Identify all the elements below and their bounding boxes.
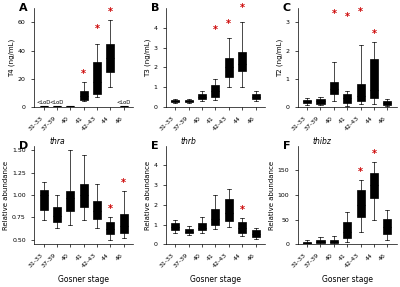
PathPatch shape [303,242,311,244]
PathPatch shape [93,62,101,94]
X-axis label: Gosner stage: Gosner stage [190,275,241,284]
PathPatch shape [93,201,101,219]
PathPatch shape [252,230,260,237]
Text: thra: thra [49,137,65,146]
PathPatch shape [383,219,391,234]
PathPatch shape [212,85,220,97]
Text: E: E [151,141,159,151]
Y-axis label: Relative abundance: Relative abundance [3,160,9,230]
Y-axis label: T3 (ng/mL): T3 (ng/mL) [144,38,151,77]
Text: *: * [226,19,231,29]
PathPatch shape [171,223,179,230]
Text: *: * [121,178,126,188]
Text: C: C [283,3,291,13]
PathPatch shape [330,240,338,243]
Y-axis label: T2 (ng/mL): T2 (ng/mL) [276,38,283,77]
PathPatch shape [225,58,233,77]
PathPatch shape [53,207,61,222]
Text: A: A [19,3,28,13]
PathPatch shape [316,241,324,243]
Text: *: * [108,203,113,214]
PathPatch shape [252,94,260,99]
Text: <LoD: <LoD [50,100,64,105]
PathPatch shape [106,44,114,72]
PathPatch shape [40,190,48,210]
X-axis label: Gosner stage: Gosner stage [322,275,373,284]
PathPatch shape [66,191,74,211]
Text: *: * [213,25,218,35]
Text: *: * [358,167,363,177]
PathPatch shape [120,214,128,233]
PathPatch shape [330,82,338,94]
Text: F: F [283,141,290,151]
Text: *: * [240,3,245,13]
Y-axis label: Relative abundance: Relative abundance [145,160,151,230]
Y-axis label: Relative abundance: Relative abundance [269,160,275,230]
PathPatch shape [370,59,378,98]
Text: *: * [331,9,336,20]
Text: *: * [108,7,113,17]
PathPatch shape [356,84,364,101]
Text: B: B [151,3,160,13]
PathPatch shape [171,100,179,102]
Y-axis label: T4 (ng/mL): T4 (ng/mL) [9,38,15,77]
PathPatch shape [343,94,351,103]
PathPatch shape [80,184,88,207]
Text: thrb: thrb [181,137,197,146]
Text: thibz: thibz [313,137,332,146]
PathPatch shape [383,101,391,105]
Text: *: * [372,149,376,159]
X-axis label: Gosner stage: Gosner stage [58,275,109,284]
Text: *: * [372,29,376,39]
PathPatch shape [238,222,246,232]
PathPatch shape [316,99,324,104]
PathPatch shape [80,92,88,100]
PathPatch shape [238,52,246,71]
PathPatch shape [106,222,114,234]
Text: D: D [19,141,29,151]
PathPatch shape [303,100,311,103]
Text: *: * [81,69,86,79]
PathPatch shape [356,190,364,217]
PathPatch shape [370,173,378,197]
Text: <LoD: <LoD [36,100,51,105]
PathPatch shape [185,228,193,234]
PathPatch shape [343,222,351,238]
Text: *: * [240,205,245,215]
PathPatch shape [198,223,206,230]
Text: *: * [94,24,100,34]
PathPatch shape [198,94,206,99]
PathPatch shape [185,100,193,102]
PathPatch shape [212,209,220,225]
Text: *: * [345,12,350,22]
Text: *: * [358,7,363,17]
Text: <LoD: <LoD [117,100,131,105]
PathPatch shape [225,199,233,221]
